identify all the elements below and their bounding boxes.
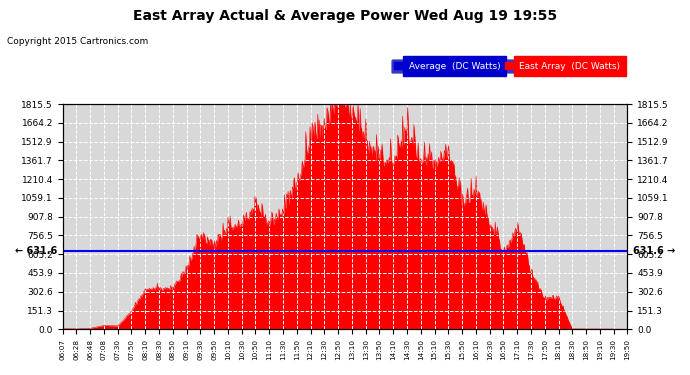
Text: East Array Actual & Average Power Wed Aug 19 19:55: East Array Actual & Average Power Wed Au… [133, 9, 557, 23]
Legend: Average  (DC Watts), East Array  (DC Watts): Average (DC Watts), East Array (DC Watts… [391, 59, 623, 74]
Text: Copyright 2015 Cartronics.com: Copyright 2015 Cartronics.com [7, 38, 148, 46]
Text: 631.6 →: 631.6 → [633, 246, 676, 256]
Text: ← 631.6: ← 631.6 [14, 246, 57, 256]
